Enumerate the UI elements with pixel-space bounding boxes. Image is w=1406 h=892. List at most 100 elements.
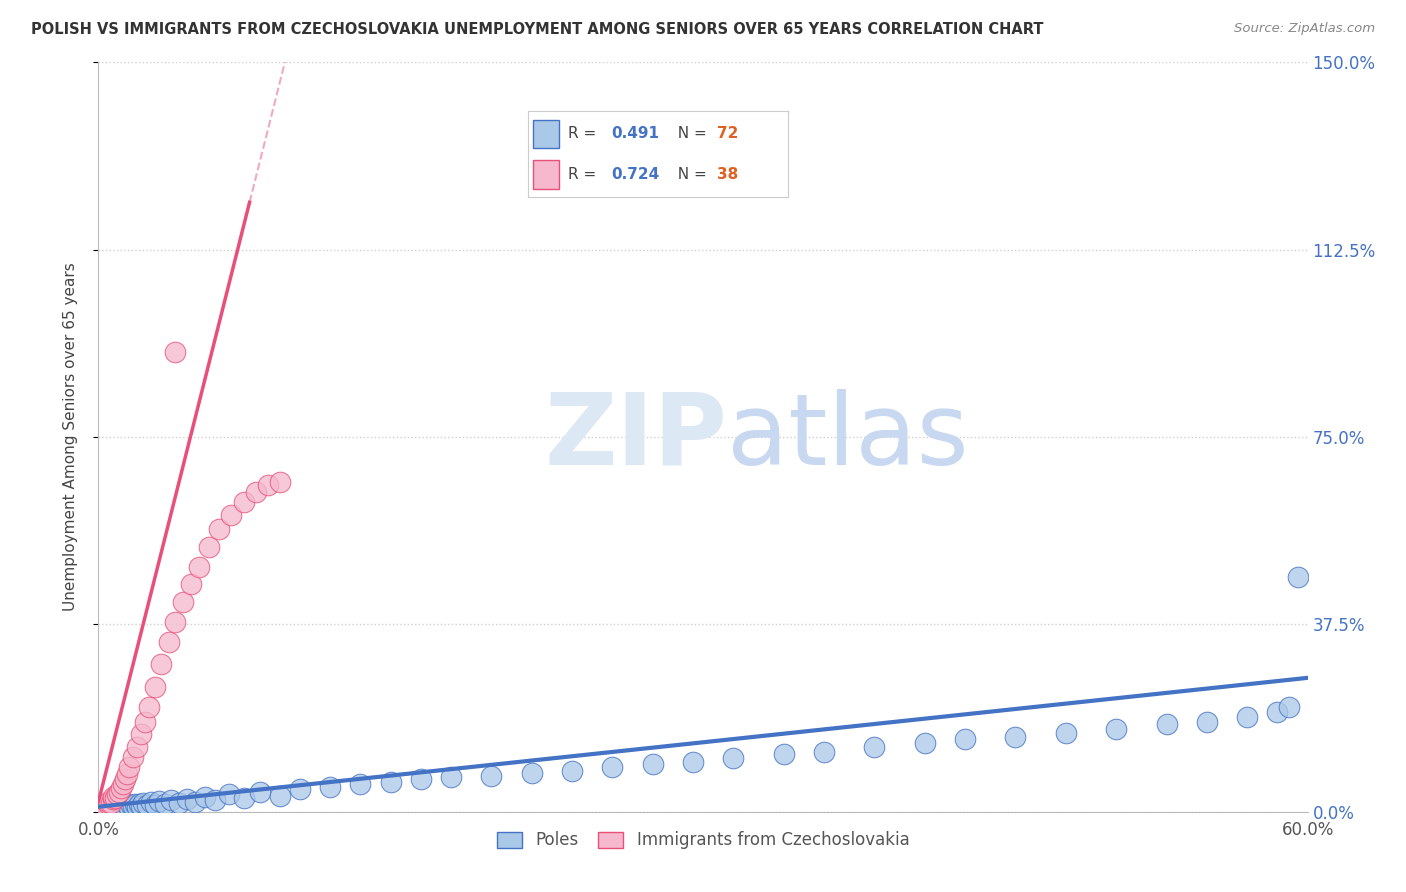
Point xyxy=(89,803,111,817)
Point xyxy=(118,760,141,774)
Point xyxy=(100,800,122,814)
Point xyxy=(221,508,243,522)
Point xyxy=(1286,570,1309,584)
Point xyxy=(682,755,704,769)
Point xyxy=(105,787,128,801)
Point xyxy=(125,739,148,754)
Text: atlas: atlas xyxy=(727,389,969,485)
Point xyxy=(132,796,155,810)
Point xyxy=(269,475,291,489)
Point xyxy=(863,739,886,754)
Point xyxy=(157,635,180,649)
Point xyxy=(256,477,278,491)
Text: POLISH VS IMMIGRANTS FROM CZECHOSLOVAKIA UNEMPLOYMENT AMONG SENIORS OVER 65 YEAR: POLISH VS IMMIGRANTS FROM CZECHOSLOVAKIA… xyxy=(31,22,1043,37)
Point xyxy=(111,777,134,791)
Point xyxy=(97,797,120,811)
Point xyxy=(245,485,267,500)
Point xyxy=(148,794,170,808)
Point xyxy=(107,797,129,812)
Point xyxy=(208,523,231,537)
Point xyxy=(953,732,976,747)
Point xyxy=(1267,705,1289,719)
Point xyxy=(135,797,157,812)
Point xyxy=(91,801,114,815)
Point xyxy=(153,797,176,811)
Point xyxy=(121,799,143,814)
Point xyxy=(105,802,128,816)
Point xyxy=(111,798,134,813)
Point xyxy=(101,801,124,815)
Point xyxy=(100,796,122,810)
Point xyxy=(194,789,217,804)
Point xyxy=(160,793,183,807)
Point xyxy=(813,745,835,759)
Point xyxy=(184,795,207,809)
Point xyxy=(1195,714,1218,729)
Point xyxy=(115,797,138,812)
Point xyxy=(103,801,125,815)
Point xyxy=(481,769,503,783)
Point xyxy=(561,764,583,778)
Point xyxy=(520,765,543,780)
Point xyxy=(349,777,371,791)
Point xyxy=(167,796,190,810)
Point xyxy=(93,802,115,816)
Point xyxy=(103,799,125,814)
Point xyxy=(101,792,124,806)
Point xyxy=(97,802,120,816)
Point xyxy=(138,699,160,714)
Point xyxy=(380,774,402,789)
Point xyxy=(128,797,150,812)
Point xyxy=(115,767,138,781)
Point xyxy=(91,802,114,816)
Point xyxy=(101,798,124,813)
Text: ZIP: ZIP xyxy=(544,389,727,485)
Point xyxy=(723,751,745,765)
Y-axis label: Unemployment Among Seniors over 65 years: Unemployment Among Seniors over 65 years xyxy=(63,263,77,611)
Legend: Poles, Immigrants from Czechoslovakia: Poles, Immigrants from Czechoslovakia xyxy=(491,824,915,855)
Point xyxy=(125,800,148,814)
Point xyxy=(93,801,115,815)
Point xyxy=(232,495,254,509)
Point xyxy=(1004,730,1026,744)
Point xyxy=(1054,726,1077,740)
Point xyxy=(149,657,172,672)
Point xyxy=(103,790,125,805)
Point xyxy=(89,803,111,817)
Point xyxy=(124,797,146,811)
Point xyxy=(232,790,254,805)
Point xyxy=(114,799,136,814)
Point xyxy=(319,780,342,794)
Point xyxy=(188,560,211,574)
Point xyxy=(163,615,186,629)
Point xyxy=(93,797,115,812)
Point xyxy=(101,789,124,804)
Point xyxy=(269,789,291,803)
Point xyxy=(198,540,221,554)
Point xyxy=(114,772,136,787)
Point xyxy=(204,793,226,807)
Point xyxy=(118,801,141,815)
Point xyxy=(143,680,166,694)
Point xyxy=(121,749,143,764)
Point xyxy=(249,785,271,799)
Point xyxy=(96,801,118,815)
Point xyxy=(172,595,194,609)
Point xyxy=(1278,699,1301,714)
Point xyxy=(440,770,463,784)
Point xyxy=(914,736,936,750)
Point xyxy=(180,577,202,591)
Point xyxy=(96,798,118,813)
Point xyxy=(218,787,240,801)
Point xyxy=(1236,710,1258,724)
Point xyxy=(120,798,142,813)
Point xyxy=(143,798,166,813)
Point xyxy=(288,782,311,797)
Point xyxy=(129,727,152,741)
Point xyxy=(176,791,198,805)
Point xyxy=(129,798,152,813)
Point xyxy=(96,803,118,817)
Point xyxy=(97,799,120,814)
Point xyxy=(93,799,115,814)
Text: Source: ZipAtlas.com: Source: ZipAtlas.com xyxy=(1234,22,1375,36)
